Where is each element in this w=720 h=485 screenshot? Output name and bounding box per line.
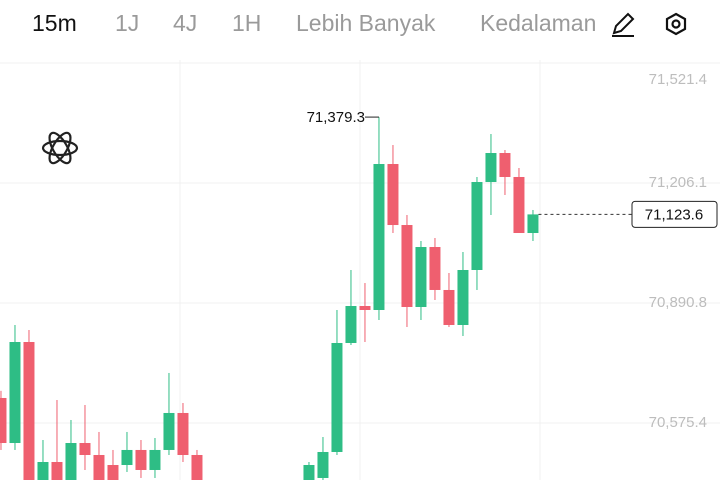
y-tick-label: 71,521.4 bbox=[649, 71, 707, 88]
candle-body bbox=[527, 214, 539, 234]
candle-body bbox=[415, 247, 427, 307]
candle-body bbox=[177, 412, 189, 455]
candle-body bbox=[499, 153, 511, 177]
tab[interactable]: 1H bbox=[232, 10, 261, 36]
overlay: 70,575.4 70,890.8 71,206.1 71,521.4 71,379.3… bbox=[307, 71, 718, 431]
tab[interactable]: 4J bbox=[173, 10, 197, 36]
tab[interactable]: Lebih Banyak bbox=[296, 10, 436, 36]
candle-body bbox=[429, 247, 441, 290]
candle-body bbox=[303, 465, 315, 480]
candle-body bbox=[513, 176, 525, 234]
candle-body bbox=[163, 412, 175, 450]
candle-body bbox=[9, 342, 21, 444]
candle-body bbox=[471, 182, 483, 270]
candle-body bbox=[0, 397, 7, 444]
candle-body bbox=[191, 454, 203, 480]
candle-body bbox=[387, 164, 399, 226]
candles bbox=[0, 117, 539, 480]
candle-body bbox=[345, 306, 357, 343]
candle-body bbox=[79, 443, 91, 455]
candle-body bbox=[149, 449, 161, 470]
candle-body bbox=[359, 306, 371, 310]
candle-body bbox=[65, 443, 77, 480]
candle-body bbox=[107, 465, 119, 480]
candle-body bbox=[135, 449, 147, 470]
y-tick-label: 70,575.4 bbox=[649, 414, 707, 431]
edit-icon[interactable] bbox=[612, 12, 635, 37]
y-tick-label: 71,206.1 bbox=[649, 174, 707, 191]
candle-body bbox=[93, 454, 105, 480]
last-price-box bbox=[631, 200, 718, 228]
tab[interactable]: 15m bbox=[32, 10, 77, 36]
last-price-label: 71,123.6 bbox=[645, 206, 703, 223]
candle-body bbox=[51, 461, 63, 480]
settings-icon[interactable] bbox=[665, 12, 687, 36]
grid bbox=[0, 60, 720, 480]
logo bbox=[41, 131, 79, 165]
candle-body bbox=[121, 449, 133, 466]
candle-body bbox=[331, 342, 343, 452]
tab[interactable]: 1J bbox=[115, 10, 139, 36]
max-label: 71,379.3 bbox=[307, 109, 365, 126]
candle-body bbox=[485, 153, 497, 183]
candle-body bbox=[23, 342, 35, 480]
candle-body bbox=[457, 270, 469, 325]
candle-body bbox=[401, 225, 413, 307]
candle-body bbox=[443, 289, 455, 325]
candle-body bbox=[317, 451, 329, 478]
candle-body bbox=[37, 461, 49, 480]
tab[interactable]: Kedalaman bbox=[480, 10, 596, 36]
y-tick-label: 70,890.8 bbox=[649, 294, 707, 311]
candle-body bbox=[373, 164, 385, 310]
